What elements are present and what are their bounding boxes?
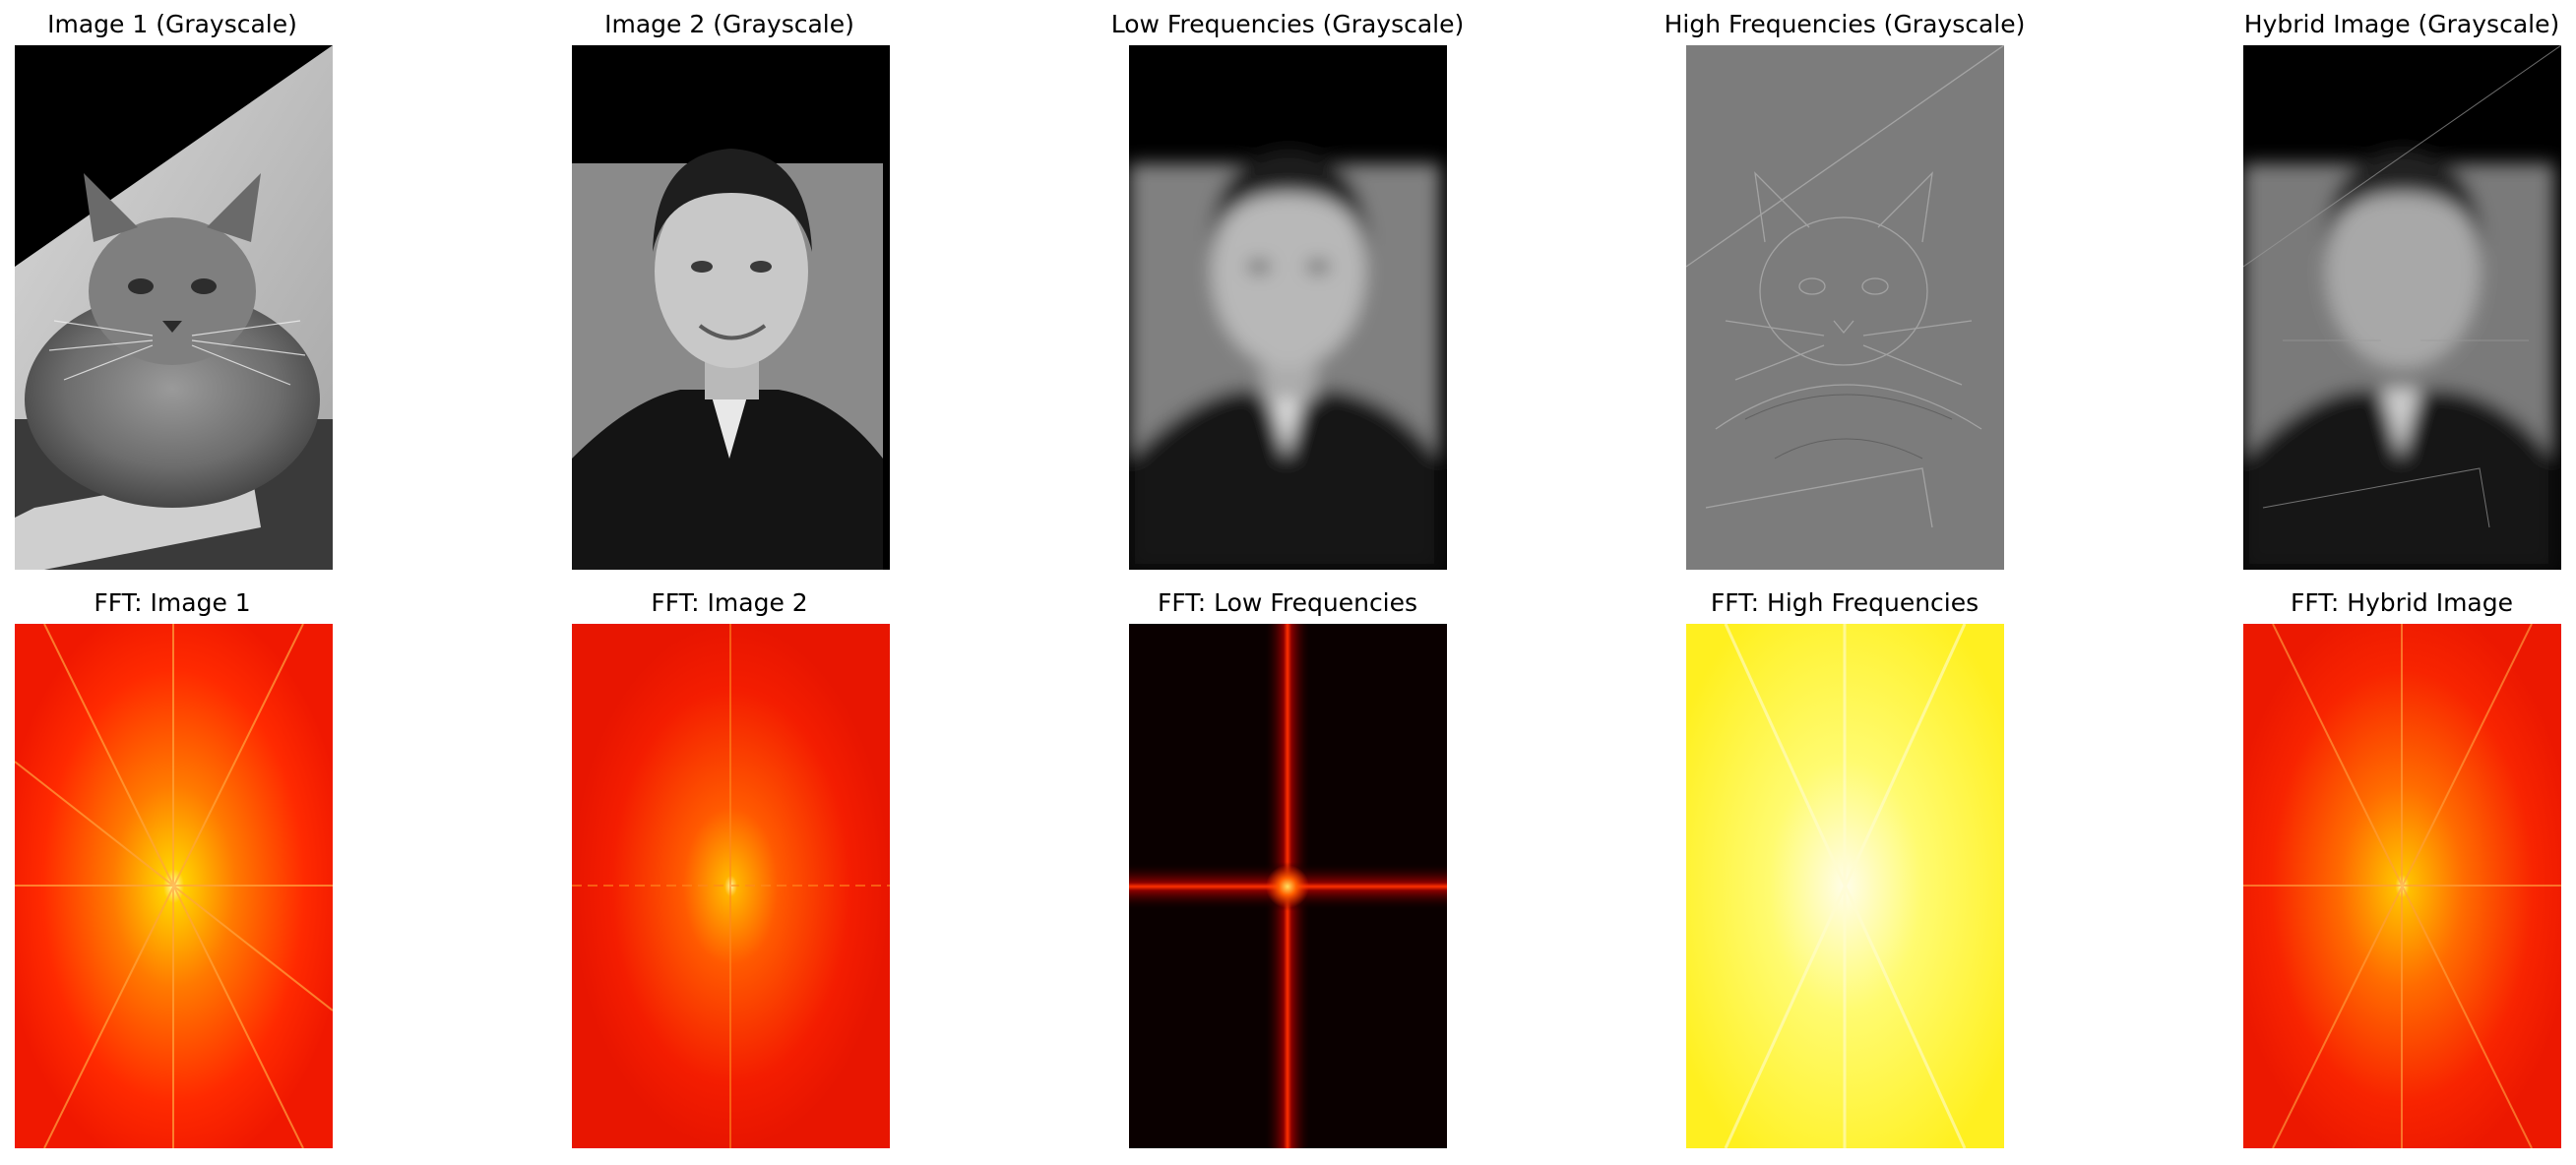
fft-high-frequencies-panel: [1686, 624, 2004, 1148]
title-fft-image2: FFT: Image 2: [651, 588, 808, 617]
image2-grayscale-panel: [572, 45, 890, 570]
title-fft-high-frequencies: FFT: High Frequencies: [1710, 588, 1979, 617]
fft-low-frequencies-spectrum: [1129, 624, 1447, 1148]
fft-image2-spectrum: [572, 624, 890, 1148]
title-fft-low-frequencies: FFT: Low Frequencies: [1157, 588, 1418, 617]
title-hybrid-image: Hybrid Image (Grayscale): [2243, 10, 2560, 38]
title-fft-image1: FFT: Image 1: [94, 588, 251, 617]
fft-hybrid-image-panel: [2243, 624, 2561, 1148]
fft-image1-panel: [15, 624, 333, 1148]
fft-hybrid-image-spectrum: [2243, 624, 2561, 1148]
title-low-frequencies: Low Frequencies (Grayscale): [1110, 10, 1465, 38]
low-frequencies-panel: [1129, 45, 1447, 570]
title-high-frequencies: High Frequencies (Grayscale): [1664, 10, 2026, 38]
fft-low-frequencies-panel: [1129, 624, 1447, 1148]
man-portrait-image: [572, 45, 890, 570]
title-image2: Image 2 (Grayscale): [604, 10, 854, 38]
fft-high-frequencies-spectrum: [1686, 624, 2004, 1148]
cat-edges-image: [1686, 45, 2004, 570]
hybrid-image: [2243, 45, 2561, 570]
image1-grayscale-panel: [15, 45, 333, 570]
title-fft-hybrid-image: FFT: Hybrid Image: [2290, 588, 2513, 617]
fft-image2-panel: [572, 624, 890, 1148]
fft-image1-spectrum: [15, 624, 333, 1148]
high-frequencies-panel: [1686, 45, 2004, 570]
cat-image: [15, 45, 333, 570]
title-image1: Image 1 (Grayscale): [47, 10, 297, 38]
hybrid-image-panel: [2243, 45, 2561, 570]
blurred-man-image: [1129, 45, 1447, 570]
